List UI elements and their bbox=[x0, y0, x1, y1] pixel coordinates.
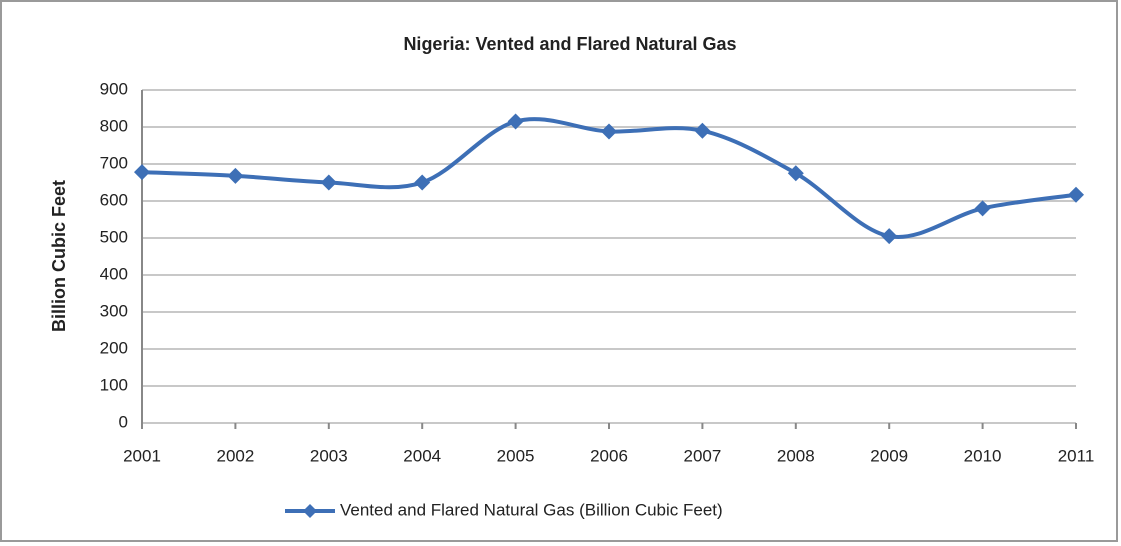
legend-marker bbox=[303, 504, 317, 518]
x-tick-label: 2001 bbox=[123, 446, 161, 465]
y-tick-label: 600 bbox=[100, 190, 128, 209]
data-point bbox=[881, 228, 898, 245]
y-tick-label: 800 bbox=[100, 116, 128, 135]
data-point bbox=[694, 122, 711, 139]
y-tick-label: 700 bbox=[100, 153, 128, 172]
x-tick-label: 2007 bbox=[683, 446, 721, 465]
y-tick-label: 0 bbox=[119, 412, 128, 431]
x-tick-label: 2005 bbox=[497, 446, 535, 465]
x-tick-label: 2003 bbox=[310, 446, 348, 465]
data-point bbox=[1068, 186, 1084, 203]
x-tick-label: 2004 bbox=[403, 446, 441, 465]
x-tick-label: 2011 bbox=[1058, 446, 1095, 465]
data-point bbox=[974, 200, 991, 217]
y-tick-label: 100 bbox=[100, 375, 128, 394]
y-tick-label: 900 bbox=[100, 79, 128, 98]
data-point bbox=[414, 174, 431, 191]
y-axis-label: Billion Cubic Feet bbox=[49, 180, 69, 332]
y-tick-label: 300 bbox=[100, 301, 128, 320]
y-tick-label: 500 bbox=[100, 227, 128, 246]
data-point bbox=[507, 113, 524, 130]
x-tick-label: 2008 bbox=[777, 446, 815, 465]
x-tick-label: 2009 bbox=[870, 446, 908, 465]
x-tick-label: 2006 bbox=[590, 446, 628, 465]
y-tick-label: 400 bbox=[100, 264, 128, 283]
chart-title: Nigeria: Vented and Flared Natural Gas bbox=[403, 34, 736, 54]
x-tick-label: 2002 bbox=[216, 446, 254, 465]
data-point bbox=[134, 164, 150, 181]
y-tick-label: 200 bbox=[100, 338, 128, 357]
data-point bbox=[787, 165, 804, 182]
x-tick-label: 2010 bbox=[964, 446, 1002, 465]
legend-label: Vented and Flared Natural Gas (Billion C… bbox=[340, 500, 723, 519]
data-point bbox=[320, 174, 337, 191]
data-point bbox=[601, 123, 617, 140]
data-point bbox=[227, 167, 244, 184]
